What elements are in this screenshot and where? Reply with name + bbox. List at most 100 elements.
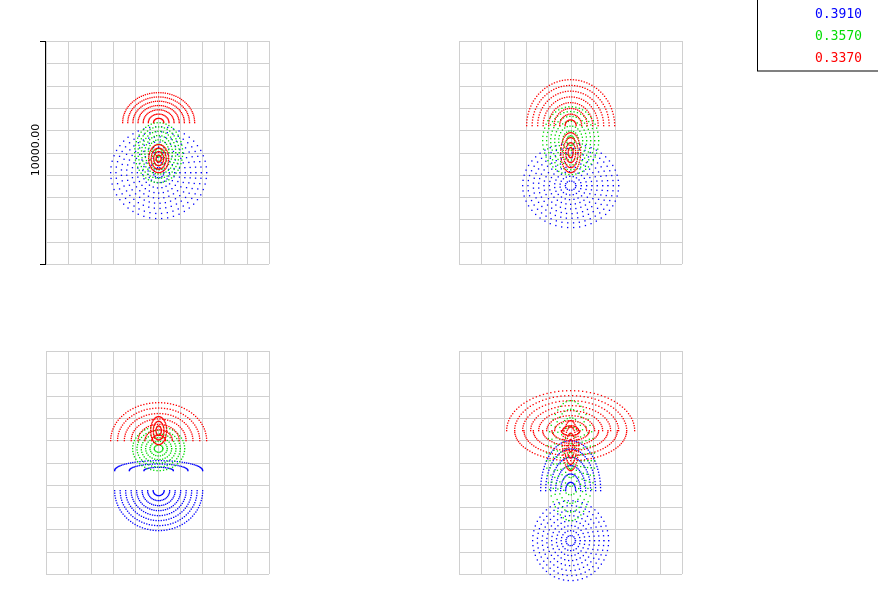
dot <box>142 135 144 137</box>
dot <box>597 393 599 396</box>
dot <box>162 152 164 154</box>
dot <box>150 519 152 521</box>
dot <box>546 416 548 418</box>
dot <box>139 457 141 459</box>
dot <box>506 425 508 427</box>
dot <box>137 166 139 168</box>
dot <box>137 137 139 139</box>
dot <box>160 212 163 215</box>
dot <box>585 111 587 113</box>
dot <box>556 199 558 201</box>
dot <box>522 190 524 192</box>
dot <box>155 148 157 150</box>
dot <box>576 160 578 163</box>
dot <box>545 509 548 511</box>
dot <box>118 188 121 190</box>
dot <box>574 569 576 571</box>
dot <box>560 157 562 159</box>
dot <box>542 399 544 401</box>
dot <box>179 149 181 151</box>
dot <box>164 147 166 149</box>
dot <box>566 467 568 469</box>
dot <box>155 156 157 159</box>
dot <box>154 458 156 460</box>
dot <box>533 177 535 179</box>
dot <box>545 154 547 156</box>
dot <box>150 101 153 103</box>
dot <box>565 456 567 458</box>
dot <box>159 429 161 431</box>
dot <box>562 500 565 502</box>
dot <box>565 187 567 189</box>
dot <box>593 458 595 460</box>
dot <box>538 187 540 189</box>
dot <box>560 148 562 150</box>
dot <box>154 152 156 154</box>
dot <box>150 148 152 150</box>
dot <box>119 428 121 430</box>
dot <box>133 500 135 503</box>
dot <box>534 98 536 100</box>
dot <box>142 120 144 122</box>
dot <box>588 431 590 433</box>
dot <box>170 445 172 447</box>
dot <box>572 395 574 397</box>
dot <box>148 206 150 208</box>
dot <box>572 131 575 133</box>
dot <box>523 433 526 435</box>
dot <box>571 456 573 459</box>
dot <box>190 431 192 433</box>
dot <box>559 111 561 113</box>
dot <box>117 419 119 421</box>
dot <box>150 123 152 125</box>
dot <box>151 457 153 459</box>
dot <box>553 127 555 129</box>
dot <box>171 148 173 151</box>
dot <box>552 166 554 168</box>
dot <box>193 464 195 466</box>
dot <box>181 105 183 107</box>
dot <box>125 463 128 465</box>
dot <box>573 456 575 458</box>
dot <box>568 448 570 450</box>
dot <box>576 445 578 447</box>
dot <box>162 96 164 98</box>
dot <box>547 446 550 448</box>
dot <box>587 449 589 451</box>
dot <box>567 150 569 152</box>
dot <box>589 474 591 476</box>
dot <box>153 149 155 151</box>
dot <box>110 437 112 439</box>
dot <box>141 184 143 186</box>
dot <box>173 135 175 137</box>
dot <box>117 466 119 468</box>
dot <box>153 424 155 427</box>
dot <box>569 463 571 465</box>
dot <box>523 195 525 197</box>
dot <box>549 422 551 425</box>
dot <box>204 160 206 162</box>
dot <box>564 405 566 407</box>
dot <box>570 110 572 113</box>
dot <box>149 467 151 469</box>
dot <box>581 126 583 128</box>
dot <box>187 425 189 427</box>
dot <box>579 143 581 145</box>
dot <box>132 516 134 518</box>
dot <box>565 102 567 104</box>
dot <box>570 511 572 513</box>
dot <box>155 509 157 512</box>
dot <box>181 159 183 161</box>
dot <box>155 430 157 432</box>
dot <box>538 182 540 184</box>
dot <box>199 502 202 504</box>
dot <box>589 218 591 220</box>
dot <box>148 154 150 156</box>
dot <box>153 433 155 436</box>
dot <box>516 439 518 441</box>
dot <box>167 435 169 437</box>
dot <box>175 464 177 466</box>
dot <box>572 102 574 104</box>
dot <box>170 414 172 416</box>
dot <box>131 167 134 169</box>
